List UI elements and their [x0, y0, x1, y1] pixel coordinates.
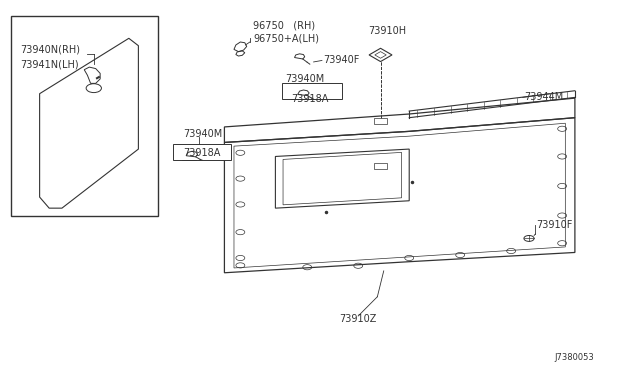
Bar [374, 118, 387, 124]
Text: 73910Z: 73910Z [339, 314, 376, 324]
Text: 73940M: 73940M [285, 74, 324, 84]
Text: 73910H: 73910H [368, 26, 406, 36]
Text: 73941N(LH): 73941N(LH) [20, 59, 79, 69]
Text: 96750   (RH): 96750 (RH) [253, 20, 316, 31]
Bar [374, 163, 387, 169]
Text: 73918A: 73918A [183, 148, 220, 158]
Bar [282, 83, 342, 99]
Bar [173, 144, 231, 160]
Text: 73940F: 73940F [323, 55, 360, 65]
Text: 73944M: 73944M [524, 92, 563, 102]
Text: 73918A: 73918A [291, 94, 329, 104]
Text: 73940N(RH): 73940N(RH) [20, 44, 81, 54]
Text: J7380053: J7380053 [554, 353, 594, 362]
Text: 96750+A(LH): 96750+A(LH) [253, 33, 319, 43]
Text: 73910F: 73910F [537, 220, 573, 230]
Bar [11, 16, 157, 215]
Text: 73940M: 73940M [183, 129, 222, 139]
